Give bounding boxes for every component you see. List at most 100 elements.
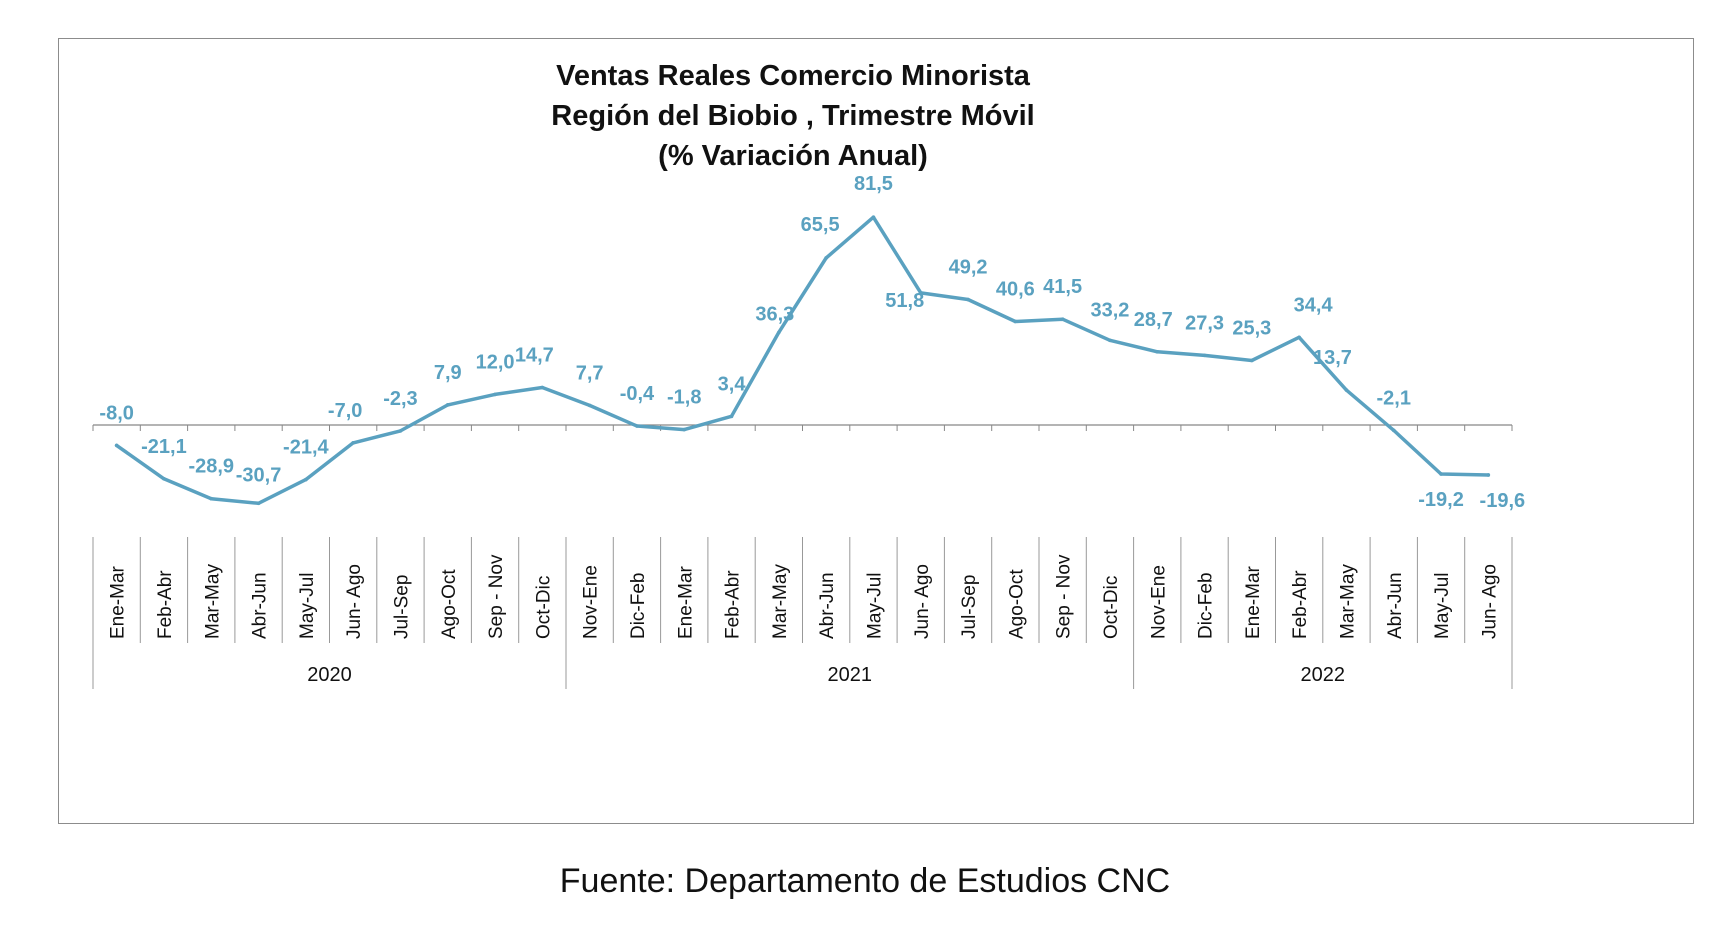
x-tick-label: May-Jul	[864, 572, 885, 639]
data-point	[1013, 319, 1018, 324]
data-label: 25,3	[1232, 317, 1271, 339]
data-label: -21,4	[283, 437, 329, 459]
x-tick-label: Mar-May	[770, 564, 791, 639]
x-tick-label: Feb-Abr	[155, 570, 176, 639]
data-label: -2,1	[1377, 387, 1411, 409]
x-tick-labels: Ene-Mar Feb-Abr Mar-May Abr-Jun May-Jul Jun- …	[108, 554, 1501, 639]
data-point	[1439, 472, 1443, 476]
x-tick-label: Jun- Ago	[1479, 564, 1500, 639]
data-series	[114, 215, 1491, 506]
data-point	[1391, 428, 1396, 433]
data-label: 65,5	[801, 214, 840, 236]
x-tick-label: Ago-Oct	[1006, 569, 1027, 639]
data-label: -19,2	[1418, 489, 1464, 511]
x-tick-label: Abr-Jun	[817, 572, 838, 639]
data-point	[1344, 388, 1349, 392]
data-point	[966, 297, 970, 302]
data-point	[398, 429, 403, 433]
x-tick-label: Nov-Ene	[1148, 565, 1169, 639]
data-label: 33,2	[1090, 299, 1129, 321]
data-point	[540, 385, 545, 390]
data-point	[587, 403, 592, 408]
data-point	[635, 424, 639, 428]
x-tick-label: Oct-Dic	[1101, 576, 1122, 639]
data-point	[729, 414, 734, 419]
data-point	[162, 477, 166, 481]
year-group-labels: 2020 2021 2022	[307, 664, 1345, 686]
year-label: 2021	[828, 664, 873, 686]
x-tick-label: May-Jul	[1432, 572, 1453, 639]
data-label: 12,0	[476, 351, 515, 373]
data-label: 27,3	[1185, 312, 1224, 334]
data-label: 3,4	[718, 373, 747, 395]
chart-frame: Ventas Reales Comercio Minorista Región d…	[58, 38, 1694, 824]
data-point	[1250, 358, 1254, 363]
data-point	[304, 477, 308, 482]
data-label: 7,9	[434, 362, 462, 384]
chart-title-line-1: Ventas Reales Comercio Minorista	[556, 60, 1031, 92]
data-point	[493, 392, 497, 397]
chart-svg: Ventas Reales Comercio Minorista Región d…	[92, 60, 1525, 689]
data-labels: -8,0-21,1-28,9 -30,7-21,4-7,0-2,37,9 12,0 1…	[99, 173, 1525, 512]
data-label: -7,0	[328, 400, 362, 422]
data-point	[114, 443, 119, 448]
data-label: -30,7	[236, 464, 282, 486]
x-tick-label: Ago-Oct	[439, 569, 460, 639]
data-point	[351, 441, 355, 445]
x-tick-label: Ene-Mar	[1243, 565, 1264, 639]
chart-title-line-3: (% Variación Anual)	[658, 140, 928, 172]
data-point	[1202, 353, 1207, 358]
data-point	[256, 501, 261, 506]
data-point	[824, 256, 828, 260]
x-tick-label: Jun- Ago	[912, 564, 933, 639]
data-point	[1060, 317, 1065, 321]
x-tick-label: Dic-Feb	[1196, 572, 1217, 639]
data-label: 36,3	[755, 303, 794, 325]
data-label: -19,6	[1480, 490, 1526, 512]
data-point	[918, 291, 923, 295]
x-tick-label: Mar-May	[1337, 564, 1358, 639]
data-label: -28,9	[188, 456, 234, 478]
x-tick-label: Nov-Ene	[581, 565, 602, 639]
x-tick-label: Sep - Nov	[1054, 554, 1075, 639]
source-note: Fuente: Departamento de Estudios CNC	[559, 862, 1171, 900]
data-label: 40,6	[996, 278, 1035, 300]
data-label: -8,0	[99, 402, 133, 424]
x-tick-label: Oct-Dic	[533, 576, 554, 639]
x-tick-label: Dic-Feb	[628, 572, 649, 639]
x-tick-label: May-Jul	[297, 572, 318, 639]
data-label: 34,4	[1294, 294, 1334, 316]
data-point	[1297, 335, 1301, 340]
data-label: 41,5	[1043, 276, 1082, 298]
data-label: 14,7	[515, 345, 554, 367]
data-point	[1486, 473, 1491, 477]
data-point	[682, 427, 687, 432]
year-label: 2022	[1301, 664, 1346, 686]
data-label: -0,4	[620, 383, 655, 405]
x-tick-label: Sep - Nov	[486, 554, 507, 639]
data-point	[1108, 338, 1112, 343]
data-point	[209, 496, 214, 501]
data-label: -1,8	[667, 387, 701, 409]
x-tick-label: Jul-Sep	[959, 575, 980, 639]
data-label: 51,8	[885, 290, 924, 312]
x-tick-label: Mar-May	[202, 564, 223, 639]
x-tick-label: Abr-Jun	[250, 572, 271, 639]
x-tick-label: Abr-Jun	[1385, 572, 1406, 639]
data-point	[777, 330, 781, 335]
data-label: 49,2	[949, 257, 988, 279]
data-point	[445, 403, 450, 407]
series-line	[114, 215, 1491, 506]
x-tick-label: Jul-Sep	[391, 575, 412, 639]
x-axis	[92, 424, 1513, 689]
data-label: 81,5	[854, 173, 893, 195]
x-tick-label: Jun- Ago	[344, 564, 365, 639]
data-label: 7,7	[576, 362, 604, 384]
year-label: 2020	[307, 664, 352, 686]
x-tick-label: Ene-Mar	[675, 565, 696, 639]
x-tick-label: Ene-Mar	[108, 565, 129, 639]
x-tick-label: Feb-Abr	[1290, 570, 1311, 639]
data-label: -21,1	[141, 436, 187, 458]
chart-title-line-2: Región del Biobio , Trimestre Móvil	[551, 100, 1034, 132]
x-tick-label: Feb-Abr	[723, 570, 744, 639]
